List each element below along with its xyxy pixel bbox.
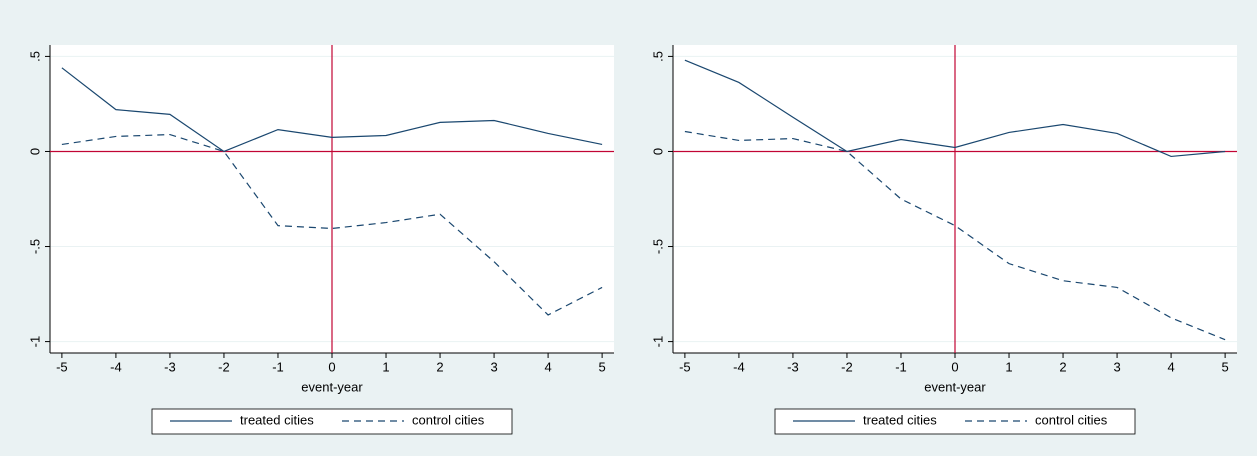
series-line <box>61 67 603 153</box>
y-tick-label: .5 <box>27 51 42 62</box>
series-line <box>684 59 1226 158</box>
x-axis-title: event-year <box>301 379 363 394</box>
x-tick-label: -1 <box>272 359 284 374</box>
y-tick-label: 0 <box>27 148 42 155</box>
x-tick-label: 2 <box>1059 359 1066 374</box>
x-tick-label: -2 <box>218 359 230 374</box>
x-tick-label: -5 <box>679 359 691 374</box>
x-tick-label: 1 <box>1005 359 1012 374</box>
x-tick-label: 4 <box>544 359 551 374</box>
legend-label: treated cities <box>240 412 314 427</box>
x-tick-label: -2 <box>841 359 853 374</box>
legend-label: control cities <box>412 412 485 427</box>
y-tick-label: 0 <box>650 148 665 155</box>
series-line <box>684 130 1226 341</box>
y-tick-label: -.5 <box>27 239 42 254</box>
y-tick-label: -1 <box>27 336 42 348</box>
x-tick-label: -4 <box>733 359 745 374</box>
y-tick-label: -.5 <box>650 239 665 254</box>
y-tick-label: -1 <box>650 336 665 348</box>
x-tick-label: 4 <box>1167 359 1174 374</box>
series-line <box>61 133 603 316</box>
x-tick-label: 2 <box>436 359 443 374</box>
x-tick-label: 0 <box>328 359 335 374</box>
x-tick-label: 3 <box>490 359 497 374</box>
x-tick-label: -4 <box>110 359 122 374</box>
legend-label: treated cities <box>863 412 937 427</box>
x-tick-label: 5 <box>1221 359 1228 374</box>
x-tick-label: -3 <box>787 359 799 374</box>
x-tick-label: 3 <box>1113 359 1120 374</box>
legend-label: control cities <box>1035 412 1108 427</box>
x-axis-title: event-year <box>924 379 986 394</box>
x-tick-label: 1 <box>382 359 389 374</box>
x-tick-label: -1 <box>895 359 907 374</box>
x-tick-label: 0 <box>951 359 958 374</box>
x-tick-label: -5 <box>56 359 68 374</box>
y-tick-label: .5 <box>650 51 665 62</box>
x-tick-label: -3 <box>164 359 176 374</box>
x-tick-label: 5 <box>598 359 605 374</box>
